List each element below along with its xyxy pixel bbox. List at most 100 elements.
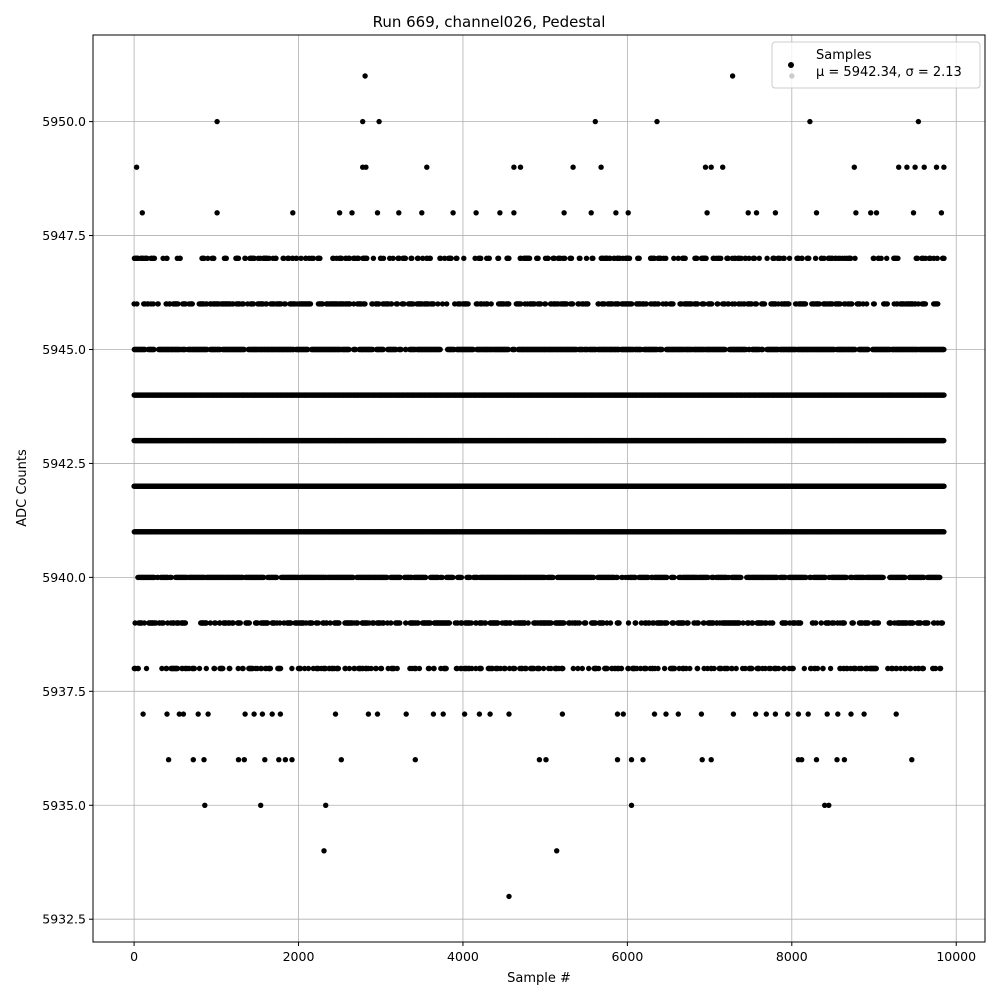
- data-point: [488, 301, 494, 307]
- data-point: [307, 301, 314, 307]
- data-point: [151, 346, 157, 353]
- data-point: [753, 301, 760, 307]
- data-point: [390, 255, 396, 261]
- data-point: [941, 346, 947, 353]
- data-point: [465, 301, 471, 307]
- data-point: [144, 255, 150, 261]
- data-point: [380, 255, 387, 261]
- data-point: [242, 255, 248, 261]
- data-point: [626, 255, 633, 261]
- data-point: [435, 301, 441, 307]
- data-point: [364, 255, 370, 261]
- data-point: [439, 301, 446, 307]
- data-point: [799, 255, 805, 261]
- data-point: [751, 255, 758, 261]
- data-point: [298, 255, 304, 261]
- data-point: [725, 301, 732, 307]
- data-point: [448, 255, 454, 261]
- data-point: [816, 301, 822, 307]
- data-point: [151, 255, 158, 261]
- data-point: [355, 255, 362, 261]
- data-point: [701, 301, 707, 307]
- data-point: [694, 255, 700, 261]
- data-point: [273, 255, 279, 261]
- data-point: [786, 301, 792, 307]
- data-point: [590, 255, 596, 261]
- data-point: [164, 255, 170, 261]
- data-point: [240, 301, 246, 307]
- data-point: [305, 346, 311, 353]
- data-point: [442, 255, 448, 261]
- data-point: [281, 255, 287, 261]
- data-point: [251, 255, 258, 261]
- data-point: [352, 346, 359, 353]
- data-point: [682, 255, 688, 261]
- data-point: [914, 255, 921, 261]
- data-point: [802, 301, 809, 307]
- data-point: [241, 346, 247, 353]
- data-point: [878, 255, 884, 261]
- data-point: [282, 301, 288, 307]
- data-point: [569, 301, 576, 307]
- data-point: [403, 346, 409, 353]
- data-point: [380, 346, 386, 353]
- scatter-points: [131, 73, 947, 900]
- data-point: [864, 301, 870, 307]
- data-point: [506, 255, 512, 261]
- data-point: [538, 301, 544, 307]
- data-point: [941, 392, 947, 398]
- data-point: [346, 346, 352, 353]
- data-point: [703, 255, 709, 261]
- data-point: [376, 301, 382, 307]
- data-point: [607, 255, 613, 261]
- data-point: [764, 255, 770, 261]
- data-point: [346, 255, 353, 261]
- data-point: [663, 255, 669, 261]
- data-point: [732, 301, 738, 307]
- data-point: [437, 255, 444, 261]
- data-point: [577, 255, 583, 261]
- data-point: [670, 301, 676, 307]
- data-point: [718, 255, 724, 261]
- data-point: [150, 301, 156, 307]
- data-point: [526, 255, 533, 261]
- data-point: [709, 301, 715, 307]
- data-point: [585, 301, 591, 307]
- data-point: [293, 255, 300, 261]
- data-point: [347, 301, 353, 307]
- data-point: [415, 255, 421, 261]
- data-point: [478, 255, 484, 261]
- data-point: [934, 255, 940, 261]
- data-point: [837, 301, 843, 307]
- data-point: [941, 255, 947, 261]
- data-point: [266, 255, 272, 261]
- data-point: [155, 301, 161, 307]
- data-point: [235, 255, 242, 261]
- data-point: [427, 255, 433, 261]
- data-point: [402, 255, 409, 261]
- data-point: [319, 301, 326, 307]
- data-point: [935, 301, 941, 307]
- data-point: [394, 301, 401, 307]
- data-point: [134, 301, 140, 307]
- data-point: [437, 346, 443, 353]
- data-point: [250, 301, 256, 307]
- data-point: [922, 255, 929, 261]
- data-point: [461, 255, 467, 261]
- data-point: [884, 255, 890, 261]
- data-point: [545, 255, 551, 261]
- data-point: [175, 301, 181, 307]
- data-point: [922, 301, 929, 307]
- data-point: [895, 255, 901, 261]
- data-point: [205, 255, 211, 261]
- data-point: [444, 301, 450, 307]
- data-point: [671, 255, 677, 261]
- data-point: [396, 255, 402, 261]
- data-point: [317, 255, 323, 261]
- data-point: [564, 301, 570, 307]
- data-point: [756, 255, 762, 261]
- data-point: [715, 301, 721, 307]
- data-point: [871, 301, 877, 307]
- data-point: [189, 301, 195, 307]
- data-point: [454, 255, 460, 261]
